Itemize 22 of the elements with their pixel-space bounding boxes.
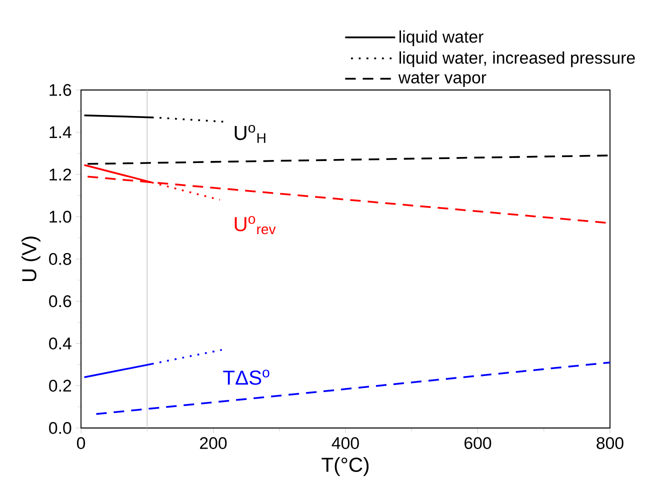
y-tick-label: 1.2	[50, 168, 72, 180]
y-tick-label: 1.4	[50, 126, 72, 138]
y-tick-label: 0.4	[49, 338, 72, 350]
x-tick-label: 200	[200, 437, 227, 450]
legend-label: liquid water, increased pressure	[400, 51, 635, 68]
y-tick-label: 0.2	[49, 380, 72, 392]
y-tick-label: 0.8	[49, 253, 72, 265]
legend-label: water vapor	[398, 72, 486, 87]
y-tick-label: 0.0	[49, 422, 72, 434]
legend-label: liquid water	[400, 30, 484, 46]
x-axis-title: T(°C)	[322, 457, 369, 476]
x-tick-label: 0	[76, 437, 86, 450]
x-tick-label: 800	[596, 437, 624, 450]
y-tick-label: 0.6	[49, 295, 72, 308]
y-axis-title: U (V)	[22, 236, 40, 282]
x-tick-label: 600	[464, 437, 492, 450]
annotation: TΔS$^{o}$	[223, 370, 270, 385]
x-tick-label: 400	[332, 437, 359, 450]
y-tick-label: 1.0	[50, 210, 72, 223]
annotation: U$^{o}$rev	[234, 216, 276, 234]
y-tick-label: 1.6	[50, 84, 72, 96]
annotation: U$^{o}$H	[234, 124, 266, 143]
